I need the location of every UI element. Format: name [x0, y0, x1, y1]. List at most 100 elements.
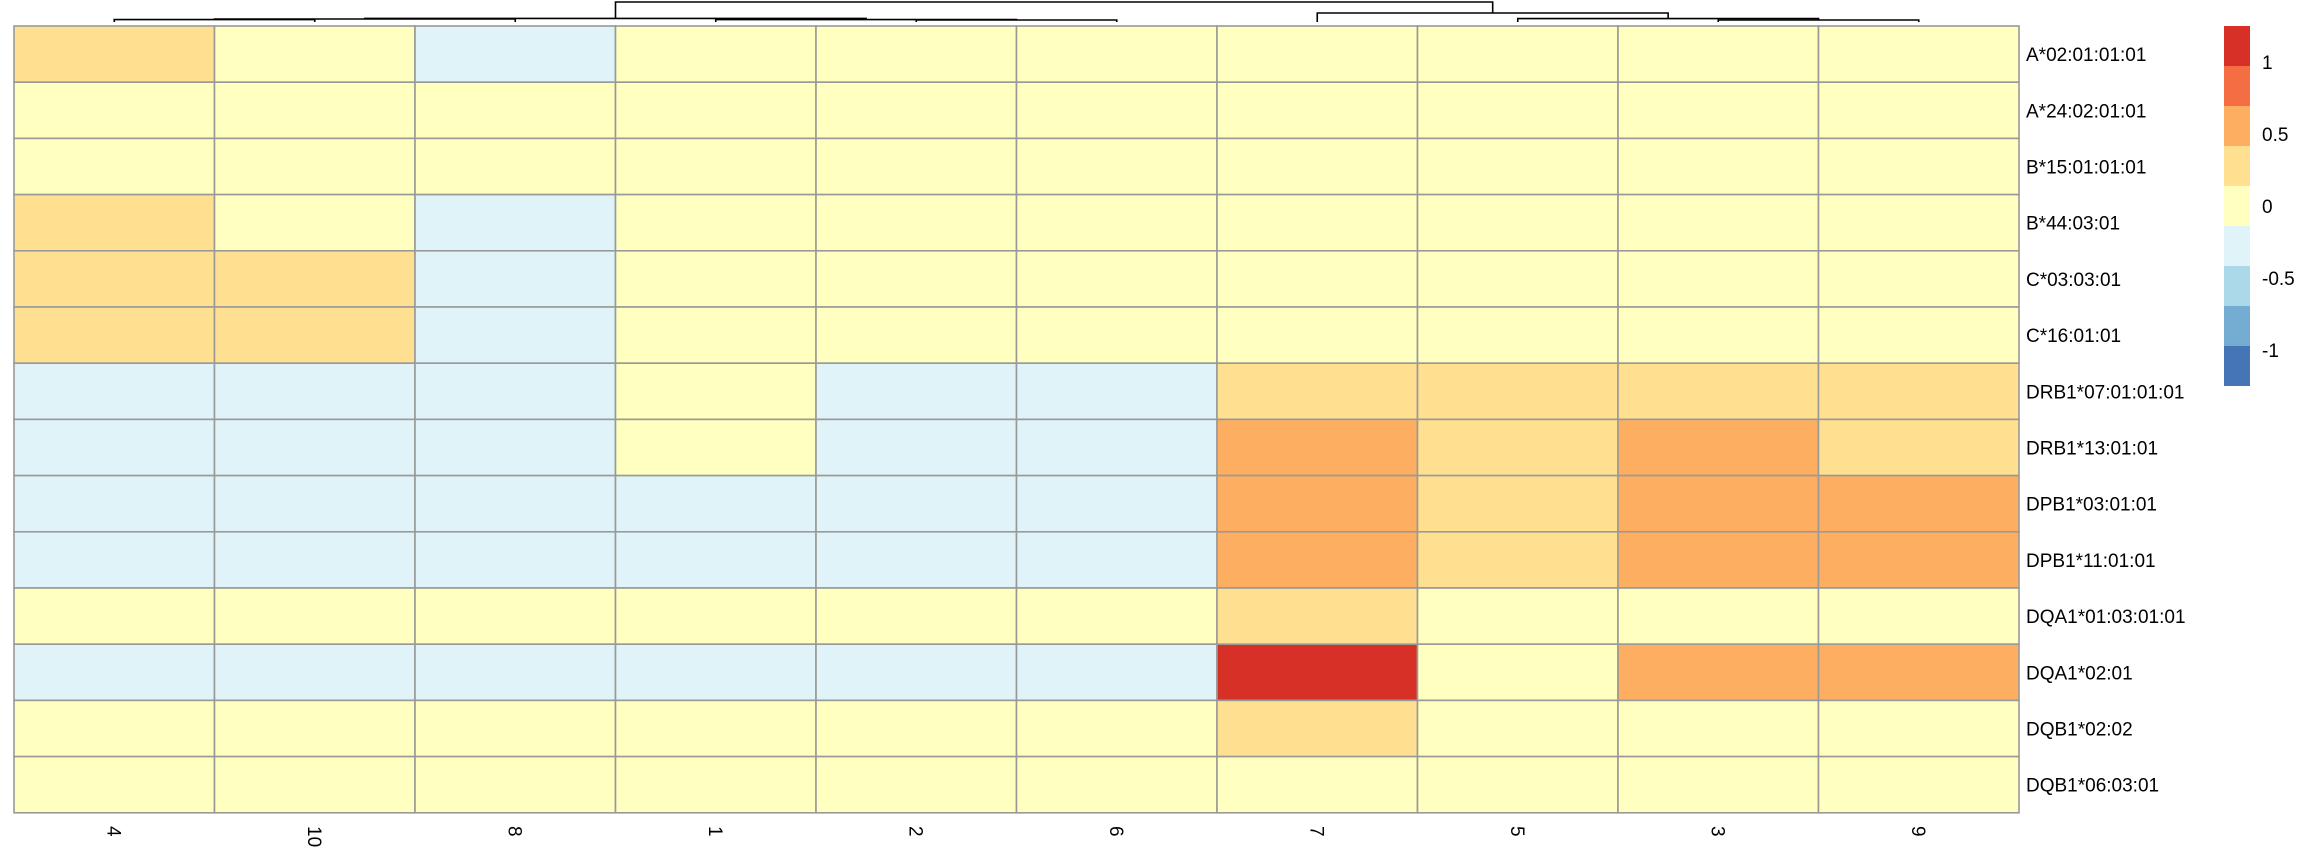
row-label: C*03:03:01	[2026, 270, 2121, 291]
heatmap-cell	[1817, 137, 2020, 196]
heatmap-cell	[1617, 474, 1820, 533]
legend-swatch	[2224, 346, 2250, 386]
heatmap-cell	[1015, 306, 1218, 365]
heatmap-cell	[815, 306, 1018, 365]
heatmap-cell	[1817, 81, 2020, 140]
heatmap-cell	[1015, 25, 1218, 84]
heatmap-cell	[1216, 306, 1419, 365]
row-label: DPB1*03:01:01	[2026, 495, 2157, 516]
heatmap-cell	[614, 587, 817, 646]
heatmap-cell	[1216, 362, 1419, 421]
heatmap-cell	[1416, 250, 1619, 308]
heatmap-cell	[1617, 306, 1820, 365]
heatmap-cell	[1817, 193, 2020, 252]
heatmap-cells	[13, 25, 2020, 814]
legend-tick-label: -0.5	[2262, 269, 2295, 290]
column-label: 1	[704, 826, 725, 837]
dendrogram-branch	[213, 18, 517, 22]
heatmap-cell	[1015, 81, 1218, 140]
heatmap-cell	[13, 474, 216, 533]
row-label: DQB1*06:03:01	[2026, 776, 2159, 797]
heatmap-cell	[1416, 193, 1619, 252]
heatmap-cell	[13, 193, 216, 252]
heatmap-cell	[614, 81, 817, 140]
row-label: DPB1*11:01:01	[2026, 551, 2156, 572]
heatmap-cell	[1416, 306, 1619, 365]
dendrogram-branch	[113, 18, 316, 22]
column-label: 6	[1105, 826, 1126, 837]
heatmap-cell	[1216, 755, 1419, 814]
legend-swatch	[2224, 226, 2250, 266]
heatmap-cell	[13, 25, 216, 84]
heatmap-cell	[614, 306, 817, 365]
heatmap-cell	[1817, 418, 2020, 477]
heatmap-cell	[1216, 25, 1419, 84]
legend-swatch	[2224, 26, 2250, 66]
heatmap-cell	[13, 643, 216, 702]
heatmap-cell	[614, 530, 817, 589]
legend-swatch	[2224, 306, 2250, 346]
heatmap-cell	[1216, 699, 1419, 758]
heatmap-cell	[1617, 250, 1820, 308]
heatmap-cell	[815, 418, 1018, 477]
row-label: A*02:01:01:01	[2026, 45, 2146, 66]
heatmap-cell	[414, 418, 617, 477]
heatmap-cell	[13, 530, 216, 589]
heatmap-cell	[614, 474, 817, 533]
column-label: 5	[1506, 826, 1527, 837]
column-label: 8	[503, 826, 524, 837]
heatmap-cell	[1617, 587, 1820, 646]
heatmap-cell	[13, 306, 216, 365]
heatmap-cell	[1015, 474, 1218, 533]
heatmap-cell	[414, 250, 617, 308]
legend-swatch	[2224, 186, 2250, 226]
heatmap-cell	[1015, 530, 1218, 589]
heatmap-cell	[1817, 306, 2020, 365]
heatmap-cell	[815, 587, 1018, 646]
heatmap-cell	[213, 306, 416, 365]
heatmap-cell	[414, 474, 617, 533]
legend-swatch	[2224, 106, 2250, 146]
column-label: 3	[1706, 826, 1727, 837]
heatmap-cell	[614, 699, 817, 758]
row-label: DQB1*02:02	[2026, 720, 2133, 741]
heatmap-cell	[213, 699, 416, 758]
heatmap-cell	[614, 250, 817, 308]
heatmap-cell	[1416, 530, 1619, 589]
heatmap-cell	[1416, 699, 1619, 758]
heatmap-cell	[414, 137, 617, 196]
heatmap-cell	[213, 755, 416, 814]
column-dendrogram	[113, 1, 1920, 22]
heatmap-cell	[414, 643, 617, 702]
heatmap-cell	[1416, 755, 1619, 814]
row-label: C*16:01:01	[2026, 326, 2121, 347]
heatmap-cell	[1015, 418, 1218, 477]
heatmap-cell	[414, 306, 617, 365]
legend-tick-label: 0	[2262, 197, 2273, 218]
heatmap-cell	[815, 81, 1018, 140]
legend-tick-label: 0.5	[2262, 125, 2288, 146]
heatmap-cell	[1617, 755, 1820, 814]
column-label: 10	[303, 826, 324, 847]
heatmap-cell	[213, 81, 416, 140]
heatmap-cell	[213, 193, 416, 252]
heatmap-cell	[414, 362, 617, 421]
legend-tick-label: 1	[2262, 53, 2273, 74]
heatmap-cell	[815, 193, 1018, 252]
row-label: DQA1*02:01	[2026, 663, 2133, 684]
heatmap-cell	[1617, 418, 1820, 477]
column-label: 2	[904, 826, 925, 837]
heatmap-cell	[1216, 643, 1419, 702]
heatmap-cell	[1817, 25, 2020, 84]
heatmap-cell	[1617, 193, 1820, 252]
heatmap-cell	[1015, 362, 1218, 421]
heatmap-cell	[1416, 137, 1619, 196]
row-label: DRB1*13:01:01	[2026, 439, 2158, 460]
heatmap-cell	[815, 250, 1018, 308]
heatmap-cell	[1617, 137, 1820, 196]
heatmap-cell	[1015, 755, 1218, 814]
heatmap-cell	[1416, 81, 1619, 140]
heatmap-cell	[614, 362, 817, 421]
heatmap-cell	[1216, 81, 1419, 140]
heatmap-cell	[13, 699, 216, 758]
